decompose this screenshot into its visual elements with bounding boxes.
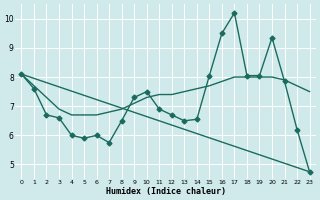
X-axis label: Humidex (Indice chaleur): Humidex (Indice chaleur) <box>106 187 226 196</box>
